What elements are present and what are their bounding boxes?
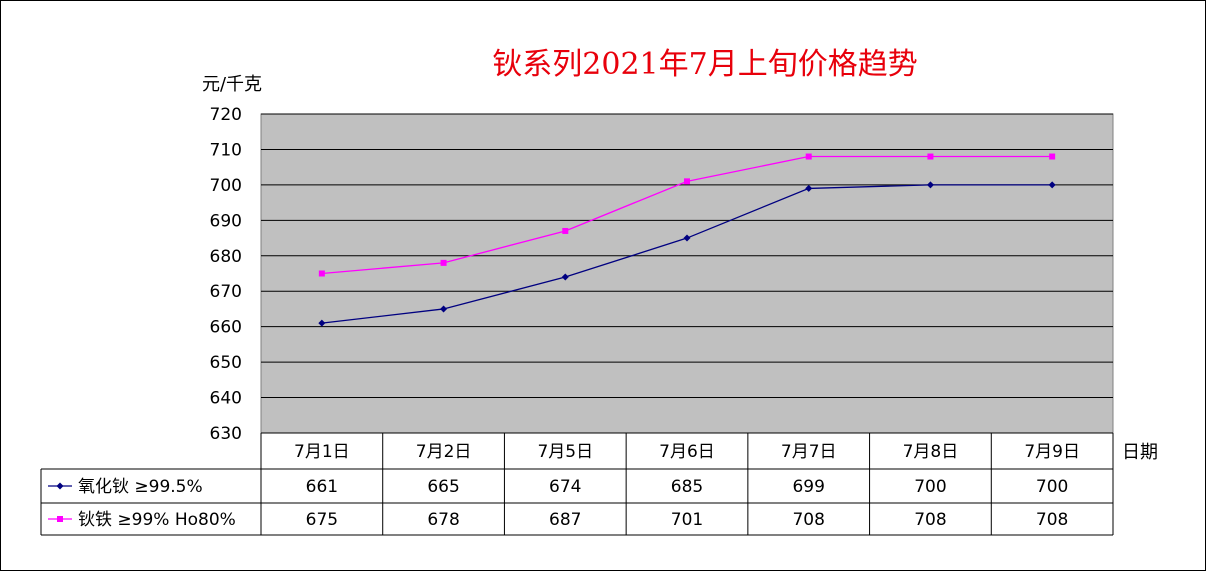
y-axis-label: 元/千克 (202, 74, 262, 95)
data-point (926, 181, 934, 189)
data-label: 700 (914, 477, 946, 497)
y-tick-label: 640 (210, 389, 242, 409)
x-tick-label: 7月7日 (781, 442, 837, 462)
data-label: 678 (427, 510, 459, 530)
y-tick-label: 720 (210, 105, 242, 125)
data-label: 665 (427, 477, 459, 497)
data-point (440, 259, 447, 266)
data-point (318, 270, 325, 277)
data-point (440, 305, 448, 313)
data-point (927, 153, 934, 160)
data-point (318, 319, 326, 327)
data-label: 700 (1036, 477, 1068, 497)
y-tick-label: 660 (210, 318, 242, 338)
gridlines (261, 113, 1113, 399)
x-axis-label: 日期 (1122, 442, 1158, 463)
data-point (1048, 181, 1056, 189)
plot-area (260, 113, 1114, 434)
data-label: 687 (549, 510, 581, 530)
data-point (805, 153, 812, 160)
data-label: 708 (792, 510, 824, 530)
x-tick-label: 7月8日 (903, 442, 959, 462)
x-tick-label: 7月2日 (416, 442, 472, 462)
x-tick-label: 7月9日 (1024, 442, 1080, 462)
data-label: 674 (549, 477, 581, 497)
data-label: 699 (792, 477, 824, 497)
y-tick-label: 650 (210, 353, 242, 373)
x-tick-label: 7月1日 (294, 442, 350, 462)
y-tick-label: 670 (210, 282, 242, 302)
y-tick-label: 630 (210, 424, 242, 444)
data-label: 661 (306, 477, 338, 497)
data-point (1049, 153, 1056, 160)
data-label: 708 (1036, 510, 1068, 530)
data-label: 685 (671, 477, 703, 497)
y-tick-label: 710 (210, 140, 242, 160)
x-tick-label: 7月5日 (537, 442, 593, 462)
y-tick-label: 680 (210, 247, 242, 267)
data-point (684, 178, 690, 185)
legend-key-marker (57, 516, 63, 522)
legend-series-name: 氧化钬 ≥99.5% (78, 477, 203, 497)
legend-key-marker (56, 482, 64, 490)
legend-series-name: 钬铁 ≥99% Ho80% (78, 510, 236, 530)
data-point (561, 273, 569, 281)
data-point (562, 227, 569, 234)
data-label: 675 (306, 510, 338, 530)
y-axis-ticks: 720 710 700 690 680 670 660 650 640 630 (210, 105, 242, 444)
x-tick-label: 7月6日 (659, 442, 715, 462)
data-point (805, 184, 813, 192)
y-tick-label: 690 (210, 211, 242, 231)
y-tick-label: 700 (210, 176, 242, 196)
data-point (683, 234, 691, 242)
series-lines (318, 153, 1056, 327)
chart-title: 钬系列2021年7月上旬价格趋势 (492, 47, 917, 82)
data-label: 708 (914, 510, 946, 530)
data-label: 701 (671, 510, 703, 530)
